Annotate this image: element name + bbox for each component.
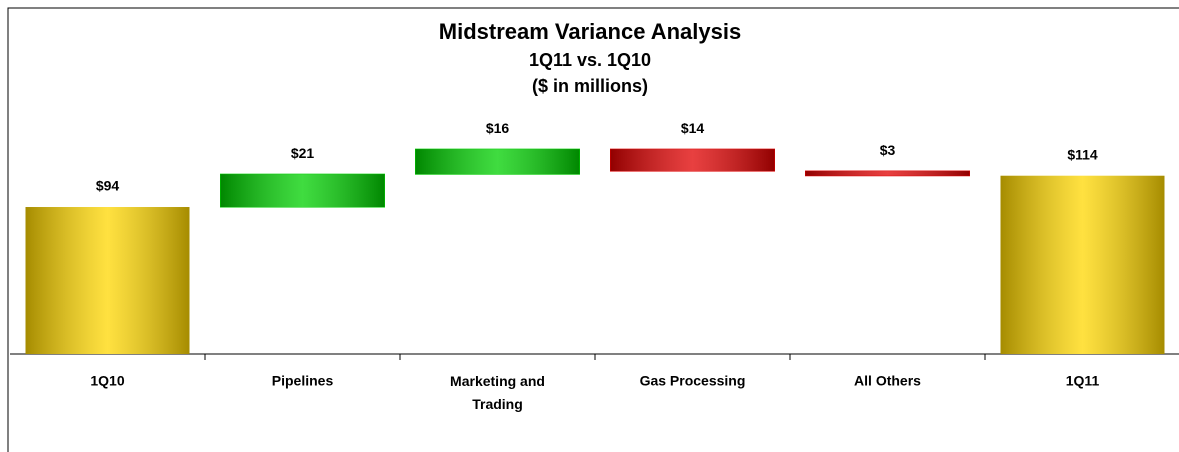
x-tick-label: 1Q10: [90, 373, 124, 389]
value-label: $3: [880, 142, 896, 158]
x-tick-label: Gas Processing: [640, 373, 746, 389]
bar-shade: [805, 171, 970, 176]
chart-title: Midstream Variance Analysis: [439, 19, 741, 44]
bar-shade: [1000, 175, 1165, 354]
chart-subtitle: ($ in millions): [532, 76, 648, 96]
x-tick-label: Pipelines: [272, 373, 334, 389]
chart-subtitle: 1Q11 vs. 1Q10: [529, 50, 651, 70]
value-label: $14: [681, 120, 705, 136]
bar-shade: [610, 149, 775, 172]
value-label: $94: [96, 178, 120, 194]
bar-shade: [415, 149, 580, 175]
x-tick-label: Marketing and Trading: [450, 373, 545, 412]
x-tick-label: All Others: [854, 373, 921, 389]
value-label: $16: [486, 120, 510, 136]
chart-border: [7, 7, 1179, 452]
bar-shade: [220, 174, 385, 208]
bar-shade: [25, 207, 190, 354]
value-label: $21: [291, 145, 315, 161]
x-tick-label: 1Q11: [1066, 373, 1100, 389]
value-label: $114: [1067, 146, 1098, 162]
